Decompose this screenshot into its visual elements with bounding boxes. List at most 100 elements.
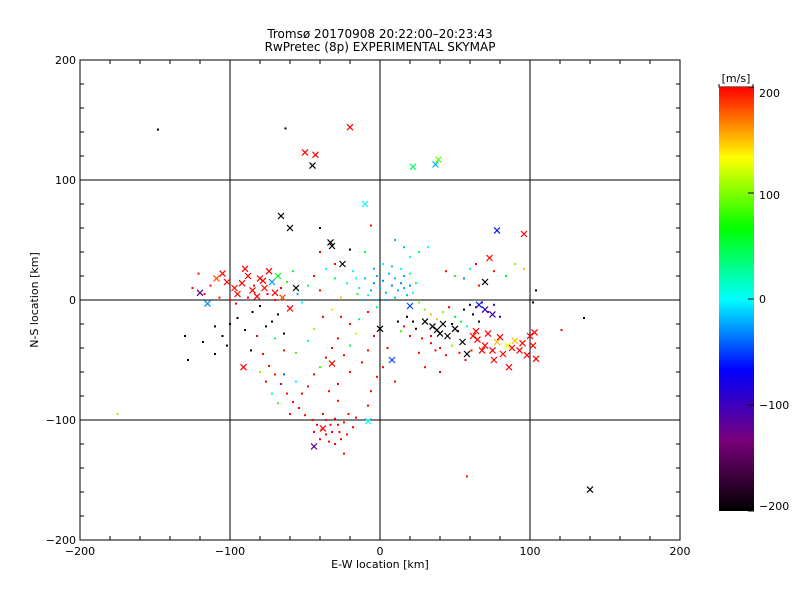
data-point-dot: [289, 413, 291, 415]
colorbar-tick-label: −200: [759, 500, 789, 513]
x-tick-label: 200: [670, 545, 691, 558]
data-point-x: [204, 300, 211, 308]
data-point-dot: [292, 401, 294, 403]
data-point-dot: [472, 313, 474, 316]
data-point-dot: [451, 323, 453, 325]
colorbar-unit-label: [m/s]: [722, 72, 751, 85]
data-point-dot: [358, 318, 360, 321]
data-point-x: [196, 289, 204, 297]
data-point-dot: [382, 263, 384, 265]
data-point-dot: [382, 366, 384, 369]
data-point-x: [526, 332, 534, 340]
data-point-dot: [370, 289, 372, 292]
data-point-x: [339, 260, 346, 268]
data-point-x: [474, 336, 481, 344]
data-point-x: [327, 238, 334, 246]
data-point-dot: [466, 475, 468, 478]
data-point-x: [486, 254, 493, 262]
data-point-dot: [364, 251, 366, 253]
data-point-dot: [400, 267, 402, 270]
data-point-x: [511, 337, 519, 345]
data-point-dot: [325, 433, 327, 436]
data-point-dot: [319, 438, 321, 441]
data-point-x: [481, 342, 489, 350]
data-point-dot: [292, 270, 294, 273]
data-point-dot: [403, 246, 405, 249]
data-point-dot: [409, 284, 411, 287]
data-point-dot: [214, 353, 216, 355]
data-point-dot: [337, 399, 339, 402]
data-point-x: [435, 156, 442, 164]
colorbar-tick-label: 100: [759, 189, 780, 202]
data-point-dot: [235, 302, 237, 305]
data-point-x: [586, 486, 594, 494]
data-point-x: [346, 123, 354, 131]
data-point-dot: [184, 335, 186, 337]
data-point-dot: [499, 315, 501, 318]
data-point-dot: [221, 335, 224, 337]
data-point-dot: [464, 359, 467, 361]
data-point-dot: [403, 325, 405, 328]
data-point-dot: [394, 239, 396, 241]
data-point-dot: [463, 308, 465, 311]
data-point-dot: [493, 303, 495, 306]
data-point-dot: [458, 351, 461, 354]
data-point-dot: [343, 452, 345, 455]
data-point-dot: [311, 419, 314, 421]
data-point-x: [249, 286, 256, 294]
data-point-dot: [319, 251, 321, 253]
data-point-dot: [409, 272, 411, 275]
data-point-dot: [370, 390, 372, 393]
data-point-dot: [337, 337, 339, 340]
data-point-dot: [370, 224, 372, 227]
data-point-dot: [421, 337, 423, 340]
data-point-dot: [340, 296, 342, 299]
data-point-dot: [454, 315, 456, 318]
data-point-dot: [406, 315, 408, 318]
data-point-dot: [298, 407, 300, 409]
data-point-dot: [325, 267, 327, 270]
data-point-dot: [373, 282, 375, 285]
data-point-dot: [397, 320, 399, 323]
data-point-x: [231, 284, 238, 292]
data-point-dot: [202, 341, 204, 343]
data-point-x: [244, 272, 252, 280]
data-point-dot: [373, 267, 375, 270]
data-point-x: [219, 270, 226, 278]
data-point-dot: [352, 270, 354, 273]
data-point-dot: [352, 426, 354, 429]
data-point-dot: [460, 320, 462, 323]
data-point-x: [277, 212, 285, 220]
data-point-dot: [361, 299, 363, 301]
data-point-x: [429, 322, 436, 330]
data-point-dot: [343, 421, 345, 424]
data-point-dot: [409, 335, 411, 337]
data-point-x: [259, 277, 267, 285]
data-point-x: [286, 224, 294, 232]
data-point-x: [529, 342, 537, 350]
data-point-dot: [265, 325, 267, 328]
data-point-dot: [187, 359, 189, 361]
data-point-x: [489, 310, 496, 318]
data-point-dot: [376, 306, 378, 309]
data-point-dot: [355, 416, 357, 419]
data-point-dot: [355, 277, 357, 280]
data-point-dot: [157, 128, 159, 131]
data-point-dot: [191, 287, 194, 289]
data-point-dot: [436, 318, 438, 321]
data-point-dot: [388, 272, 390, 275]
data-point-x: [268, 278, 276, 286]
data-point-dot: [283, 349, 285, 352]
data-point-dot: [334, 417, 336, 420]
data-point-dot: [415, 327, 417, 330]
data-point-dot: [349, 248, 351, 251]
data-point-dot: [439, 347, 441, 349]
data-point-dot: [280, 287, 282, 289]
data-point-dot: [523, 267, 525, 270]
data-point-dot: [226, 344, 228, 347]
data-point-x: [253, 292, 261, 300]
data-point-dot: [493, 270, 495, 273]
data-point-dot: [412, 320, 414, 323]
data-point-dot: [356, 293, 359, 295]
